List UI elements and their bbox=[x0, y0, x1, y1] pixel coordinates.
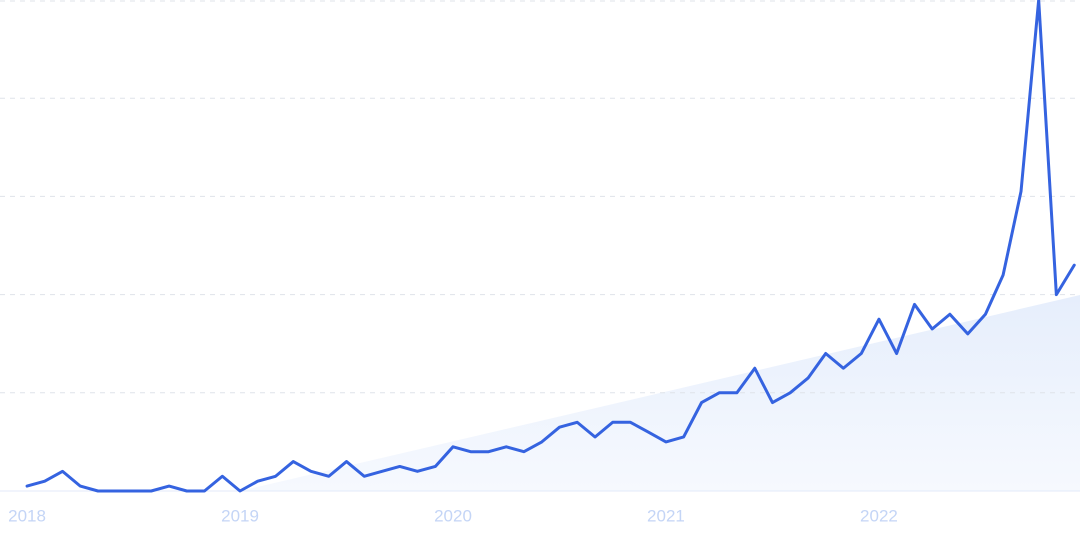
x-tick-label: 2019 bbox=[221, 506, 259, 525]
x-tick-label: 2020 bbox=[434, 506, 472, 525]
x-tick-label: 2022 bbox=[860, 506, 898, 525]
trend-line bbox=[25, 0, 1076, 493]
x-tick-label: 2021 bbox=[647, 506, 685, 525]
x-tick-label: 2018 bbox=[8, 506, 46, 525]
